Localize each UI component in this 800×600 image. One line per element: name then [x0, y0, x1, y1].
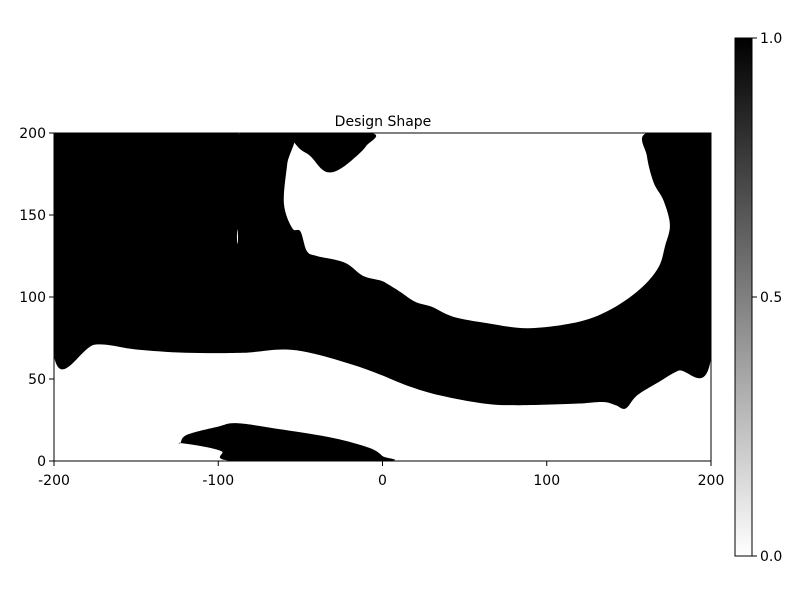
colorbar-gradient: [734, 37, 753, 557]
colorbar-tick-label: 0.5: [760, 290, 782, 306]
x-tick-label: -200: [38, 473, 70, 489]
x-tick-label: 100: [533, 473, 560, 489]
material-region-top-blob: [283, 133, 377, 173]
x-tick-label: 0: [378, 473, 387, 489]
colorbar-tick-label: 1.0: [760, 31, 782, 47]
y-tick-label: 150: [19, 208, 46, 224]
y-tick-label: 100: [19, 290, 46, 306]
y-axis: 0 50 100 150 200: [19, 126, 54, 470]
x-tick-label: 200: [698, 473, 725, 489]
design-field: [54, 133, 711, 461]
x-axis: -200 -100 0 100 200: [38, 461, 724, 489]
colorbar: 0.0 0.5 1.0: [734, 31, 782, 565]
colorbar-tick-label: 0.0: [760, 549, 782, 565]
y-tick-label: 50: [28, 372, 46, 388]
material-region-main-material: [54, 133, 711, 409]
material-region-lower-strut: [178, 423, 396, 461]
colorbar-ticks: 0.0 0.5 1.0: [752, 31, 782, 565]
chart-title: Design Shape: [335, 114, 432, 130]
y-tick-label: 200: [19, 126, 46, 142]
x-tick-label: -100: [202, 473, 234, 489]
y-tick-label: 0: [37, 454, 46, 470]
plot-area: [53, 132, 712, 462]
